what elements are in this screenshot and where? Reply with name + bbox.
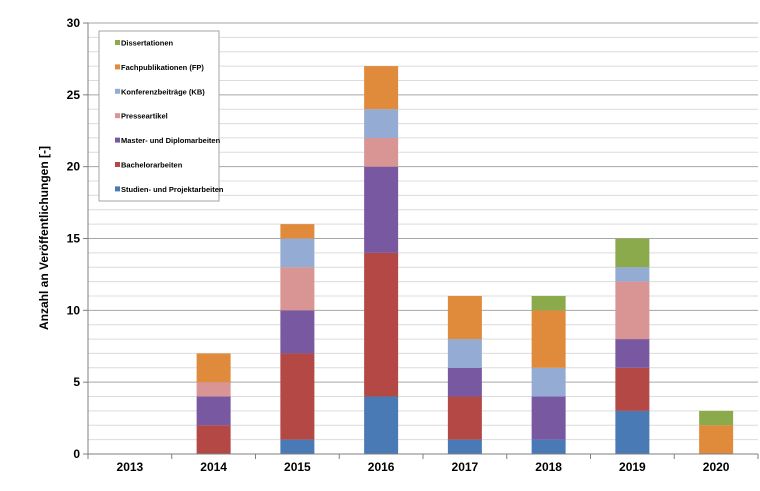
- bar-2019-master-und-diplomarbeiten: [615, 339, 650, 368]
- legend-swatch-fachpublikationen-fp: [115, 64, 120, 70]
- bar-2018-dissertationen: [531, 295, 566, 311]
- bars: [196, 66, 734, 454]
- bar-2018-master-und-diplomarbeiten: [531, 396, 566, 440]
- legend-swatch-studien-und-projektarbeiten: [115, 186, 120, 192]
- bar-2018-fachpublikationen-fp: [531, 310, 566, 368]
- legend: Dissertationen Fachpublikationen (FP) Konf…: [98, 30, 224, 202]
- bar-2016-studien-und-projektarbeiten: [364, 396, 399, 454]
- x-tick-label: 2019: [619, 460, 646, 474]
- bar-2018-konferenzbeitr-ge-kb: [531, 367, 566, 397]
- bar-2019-studien-und-projektarbeiten: [615, 410, 650, 454]
- y-tick-label: 5: [73, 375, 80, 389]
- legend-label-studien-und-projektarbeiten: Studien- und Projektarbeiten: [121, 185, 224, 194]
- bar-2017-konferenzbeitr-ge-kb: [447, 339, 482, 368]
- bar-2016-master-und-diplomarbeiten: [364, 166, 399, 253]
- x-tick-label: 2017: [452, 460, 479, 474]
- legend-swatch-konferenzbeitr-ge-kb: [115, 88, 120, 94]
- x-tick-label: 2018: [535, 460, 562, 474]
- bar-2014-bachelorarbeiten: [196, 425, 231, 454]
- bar-2014-presseartikel: [196, 382, 231, 397]
- legend-label-master-und-diplomarbeiten: Master- und Diplomarbeiten: [121, 136, 221, 145]
- x-tick-label: 2015: [284, 460, 311, 474]
- legend-swatch-dissertationen: [115, 40, 120, 45]
- legend-swatch-presseartikel: [115, 113, 120, 119]
- y-tick-labels: 0 5 10 15 20 25 30: [67, 16, 81, 461]
- x-tick-label: 2016: [368, 460, 395, 474]
- y-tick-label: 25: [67, 88, 81, 102]
- bar-2017-studien-und-projektarbeiten: [447, 439, 482, 454]
- bar-2017-master-und-diplomarbeiten: [447, 367, 482, 397]
- bar-2015-fachpublikationen-fp: [280, 224, 315, 239]
- bar-2015-presseartikel: [280, 267, 315, 311]
- bar-2014-fachpublikationen-fp: [196, 353, 231, 383]
- bar-2019-konferenzbeitr-ge-kb: [615, 267, 650, 282]
- bar-2017-fachpublikationen-fp: [447, 295, 482, 340]
- x-tick-label: 2014: [200, 460, 227, 474]
- y-tick-label: 30: [67, 16, 81, 30]
- x-tick-label: 2020: [703, 460, 730, 474]
- legend-label-bachelorarbeiten: Bachelorarbeiten: [121, 161, 183, 170]
- legend-label-dissertationen: Dissertationen: [121, 39, 174, 48]
- bar-2020-fachpublikationen-fp: [699, 425, 734, 454]
- legend-label-fachpublikationen-fp: Fachpublikationen (FP): [121, 63, 204, 72]
- bar-2019-dissertationen: [615, 238, 650, 268]
- bar-2015-studien-und-projektarbeiten: [280, 439, 315, 454]
- bar-2017-bachelorarbeiten: [447, 396, 482, 440]
- bar-2016-bachelorarbeiten: [364, 252, 399, 397]
- x-tick-label: 2013: [117, 460, 144, 474]
- legend-label-presseartikel: Presseartikel: [121, 112, 168, 121]
- axes: [83, 22, 759, 459]
- y-tick-label: 20: [67, 160, 81, 174]
- x-tick-labels: 2013 2014 2015 2016 2017 2018 2019 2020: [117, 460, 730, 474]
- y-tick-label: 10: [67, 303, 81, 317]
- bar-2016-presseartikel: [364, 137, 399, 167]
- y-tick-label: 0: [73, 447, 80, 461]
- bar-2016-fachpublikationen-fp: [364, 66, 399, 110]
- bar-2019-presseartikel: [615, 281, 650, 340]
- legend-swatch-master-und-diplomarbeiten: [115, 137, 120, 143]
- bar-2019-bachelorarbeiten: [615, 367, 650, 411]
- legend-swatch-bachelorarbeiten: [115, 162, 120, 167]
- y-axis-title: Anzahl an Veröffentlichungen [-]: [37, 146, 51, 330]
- bar-2015-konferenzbeitr-ge-kb: [280, 238, 315, 268]
- y-tick-label: 15: [67, 232, 81, 246]
- bar-2016-konferenzbeitr-ge-kb: [364, 109, 399, 138]
- bar-2014-master-und-diplomarbeiten: [196, 396, 231, 426]
- bar-2015-master-und-diplomarbeiten: [280, 310, 315, 354]
- bar-2018-studien-und-projektarbeiten: [531, 439, 566, 454]
- bar-2020-dissertationen: [699, 410, 734, 426]
- bar-2015-bachelorarbeiten: [280, 353, 315, 440]
- legend-label-konferenzbeitr-ge-kb: Konferenzbeiträge (KB): [121, 87, 205, 96]
